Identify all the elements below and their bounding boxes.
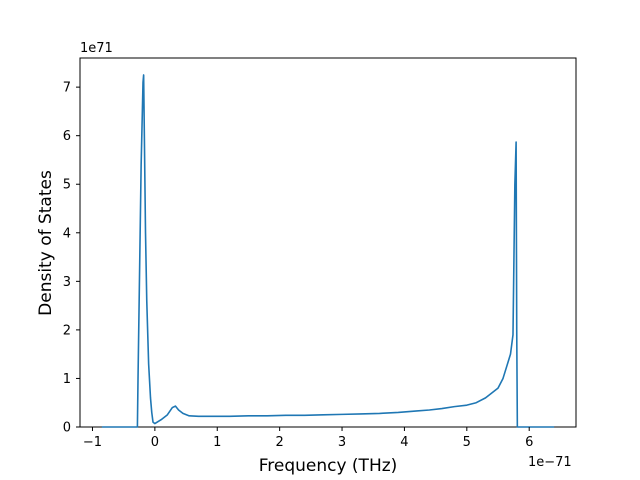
plot-frame [79, 57, 577, 428]
x-tick-label: 3 [338, 435, 346, 450]
series-line-0 [101, 74, 555, 428]
y-tick-label: 0 [63, 421, 71, 436]
y-tick-label: 2 [63, 323, 71, 338]
x-tick-label: 6 [525, 435, 533, 450]
y-tick-label: 7 [63, 81, 71, 96]
y-tick-label: 1 [63, 372, 71, 387]
y-tick-label: 3 [63, 275, 71, 290]
y-tick-label: 6 [63, 129, 71, 144]
x-tick-label: 0 [151, 435, 159, 450]
x-tick-label: −1 [83, 435, 102, 450]
y-axis-title: Density of States [36, 170, 56, 316]
x-tick-label: 5 [463, 435, 471, 450]
x-axis-title: Frequency (THz) [259, 456, 398, 476]
x-tick-label: 4 [400, 435, 408, 450]
y-offset-label: 1e71 [80, 41, 113, 56]
x-tick-label: 2 [276, 435, 284, 450]
plot-area [79, 57, 577, 428]
x-axis: −1 0 1 2 3 4 5 6 [83, 427, 533, 450]
x-offset-label: 1e−71 [528, 455, 572, 470]
y-tick-label: 5 [63, 178, 71, 193]
x-tick-label: 1 [213, 435, 221, 450]
y-tick-label: 4 [63, 226, 71, 241]
data-layer [101, 74, 555, 428]
y-axis: 0 1 2 3 4 5 6 7 [63, 81, 80, 436]
